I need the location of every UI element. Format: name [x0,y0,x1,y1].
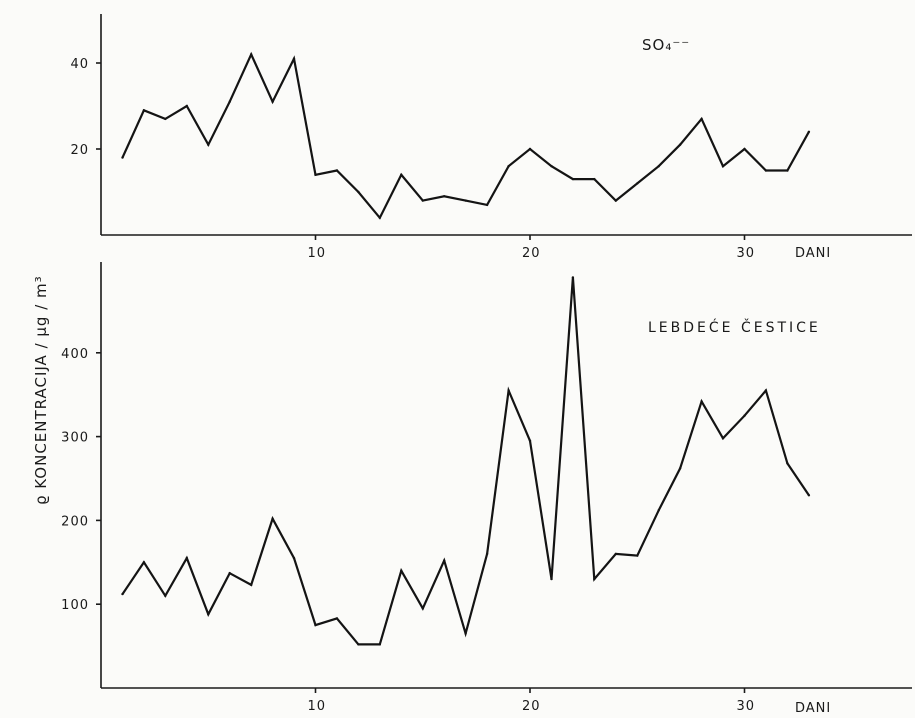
particles-data-point [636,554,639,557]
particles-data-point [764,389,768,392]
particles-data-point [721,437,725,440]
so4-data-point [550,165,553,168]
so4-data-point [636,182,639,185]
particles-data-point [786,462,789,465]
so4-data-point [185,104,188,108]
particles-data-point [421,607,424,610]
so4-data-point [121,156,124,159]
so4-data-point [807,130,811,133]
particles-series [121,276,811,646]
particles-data-point [292,556,296,560]
particles-data-point [121,592,124,596]
particles-data-point [743,414,746,417]
particles-panel-title: LEBDEĆE ČESTICE [648,318,821,336]
so4-data-point [357,190,360,194]
particles-x-axis-label: DANI [795,701,831,716]
so4-data-point [378,216,381,219]
so4-data-point [614,199,617,202]
particles-y-tick-label: 400 [61,347,89,362]
so4-data-point [207,143,210,146]
so4-data-point [678,143,682,146]
particles-data-point [807,494,811,497]
particles-data-point [314,623,317,627]
particles-data-point [571,276,575,279]
so4-data-point [700,117,703,121]
so4-x-tick-label: 20 [522,246,541,261]
so4-y-tick-label: 20 [70,143,89,158]
so4-ticks: 10 20 30 20 40 [70,57,756,261]
particles-data-point [485,552,489,556]
particles-data-point [228,572,231,575]
particles-data-point [507,389,510,392]
so4-panel-title: SO₄⁻⁻ [642,36,690,54]
particles-data-point [443,559,446,562]
so4-data-point [314,173,317,176]
particles-data-point [400,569,403,572]
particles-data-point [142,561,146,564]
particles-y-tick-label: 200 [61,514,89,529]
particles-data-point [550,577,553,581]
particles-data-point [614,552,617,556]
particles-data-point [593,577,596,581]
so4-data-point [786,169,789,172]
particles-data-point [271,517,274,520]
particles-data-point [335,617,339,620]
so4-series-line [121,51,810,220]
so4-x-tick-label: 10 [308,246,327,261]
particles-data-point [207,613,210,616]
so4-data-point [335,169,339,172]
particles-data-point [357,643,360,646]
particles-data-point [378,643,381,646]
so4-data-point [400,173,403,176]
so4-data-point [464,199,467,202]
particles-data-point [528,439,532,442]
so4-x-axis-label: DANI [795,246,831,261]
so4-data-point [228,100,231,103]
particles-data-point [464,632,467,635]
particles-data-point [700,400,703,403]
so4-series [121,51,811,220]
so4-data-point [721,165,725,168]
particles-x-tick-label: 20 [522,699,541,714]
so4-x-tick-label: 30 [737,246,756,261]
particles-x-tick-label: 30 [737,699,756,714]
so4-data-point [142,109,146,112]
particles-x-tick-label: 10 [308,699,327,714]
particles-data-point [657,509,660,512]
so4-data-point [571,177,575,181]
so4-y-tick-label: 40 [70,57,89,72]
particles-y-tick-label: 100 [61,598,89,613]
so4-data-point [593,177,596,181]
so4-data-point [485,203,489,207]
particles-axes [100,262,912,689]
so4-data-point [528,147,532,151]
so4-data-point [421,199,424,202]
so4-data-point [657,165,660,168]
particles-data-point [164,594,167,597]
so4-data-point [507,165,510,168]
so4-data-point [764,169,768,172]
so4-axes [100,14,912,236]
particles-data-point [185,556,188,560]
y-axis-label: ϱ KONCENTRACIJA / µg / m³ [32,275,50,505]
particles-data-point [250,583,253,587]
so4-data-point [292,57,296,60]
so4-data-point [250,53,253,56]
particles-data-point [678,467,682,470]
particles-y-tick-label: 300 [61,431,89,446]
so4-data-point [164,117,167,121]
particles-ticks: 10 20 30 100 200 300 400 [61,347,756,714]
so4-data-point [443,195,446,198]
so4-data-point [271,100,274,103]
so4-data-point [743,147,746,151]
